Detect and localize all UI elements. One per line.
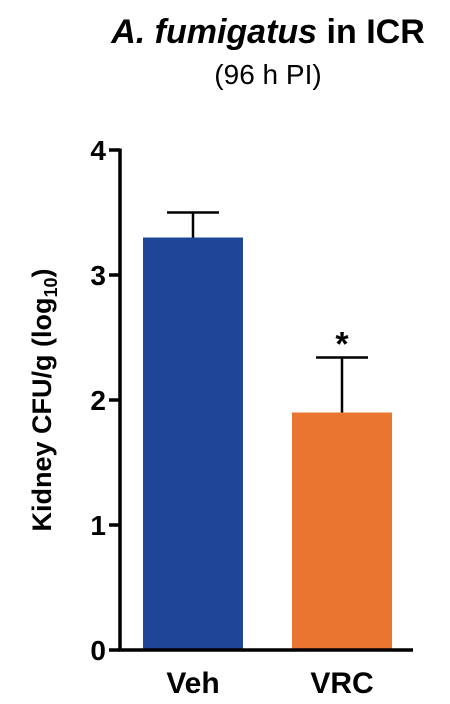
y-axis-ticks: 0 1 2 3 4 xyxy=(90,135,120,666)
y-tick-label: 2 xyxy=(90,385,106,416)
y-axis-label: Kidney CFU/g (log10) xyxy=(27,268,61,531)
y-tick-label: 1 xyxy=(90,510,106,541)
chart-title: A. fumigatus in ICR xyxy=(110,13,425,51)
significance-marks: * xyxy=(335,326,349,364)
significance-star: * xyxy=(335,326,349,364)
error-bars xyxy=(167,211,368,413)
y-tick-label: 3 xyxy=(90,260,106,291)
bar xyxy=(143,237,243,650)
chart-title-italic: A. fumigatus xyxy=(110,13,317,51)
y-axis-label-end: ) xyxy=(27,268,57,277)
y-tick-label: 4 xyxy=(90,135,106,166)
y-axis-label-main: Kidney CFU/g (log xyxy=(27,298,57,532)
bars xyxy=(143,237,392,650)
chart-subtitle: (96 h PI) xyxy=(214,59,321,90)
x-category-label: VRC xyxy=(310,667,373,700)
x-category-label: Veh xyxy=(166,667,219,700)
bar xyxy=(292,412,392,650)
category-labels: Veh VRC xyxy=(166,667,373,700)
y-tick-label: 0 xyxy=(90,635,106,666)
y-axis-label-subscript: 10 xyxy=(41,277,61,297)
y-axis-label-group: Kidney CFU/g (log10) xyxy=(27,268,61,531)
chart-title-rest: in ICR xyxy=(317,13,425,51)
